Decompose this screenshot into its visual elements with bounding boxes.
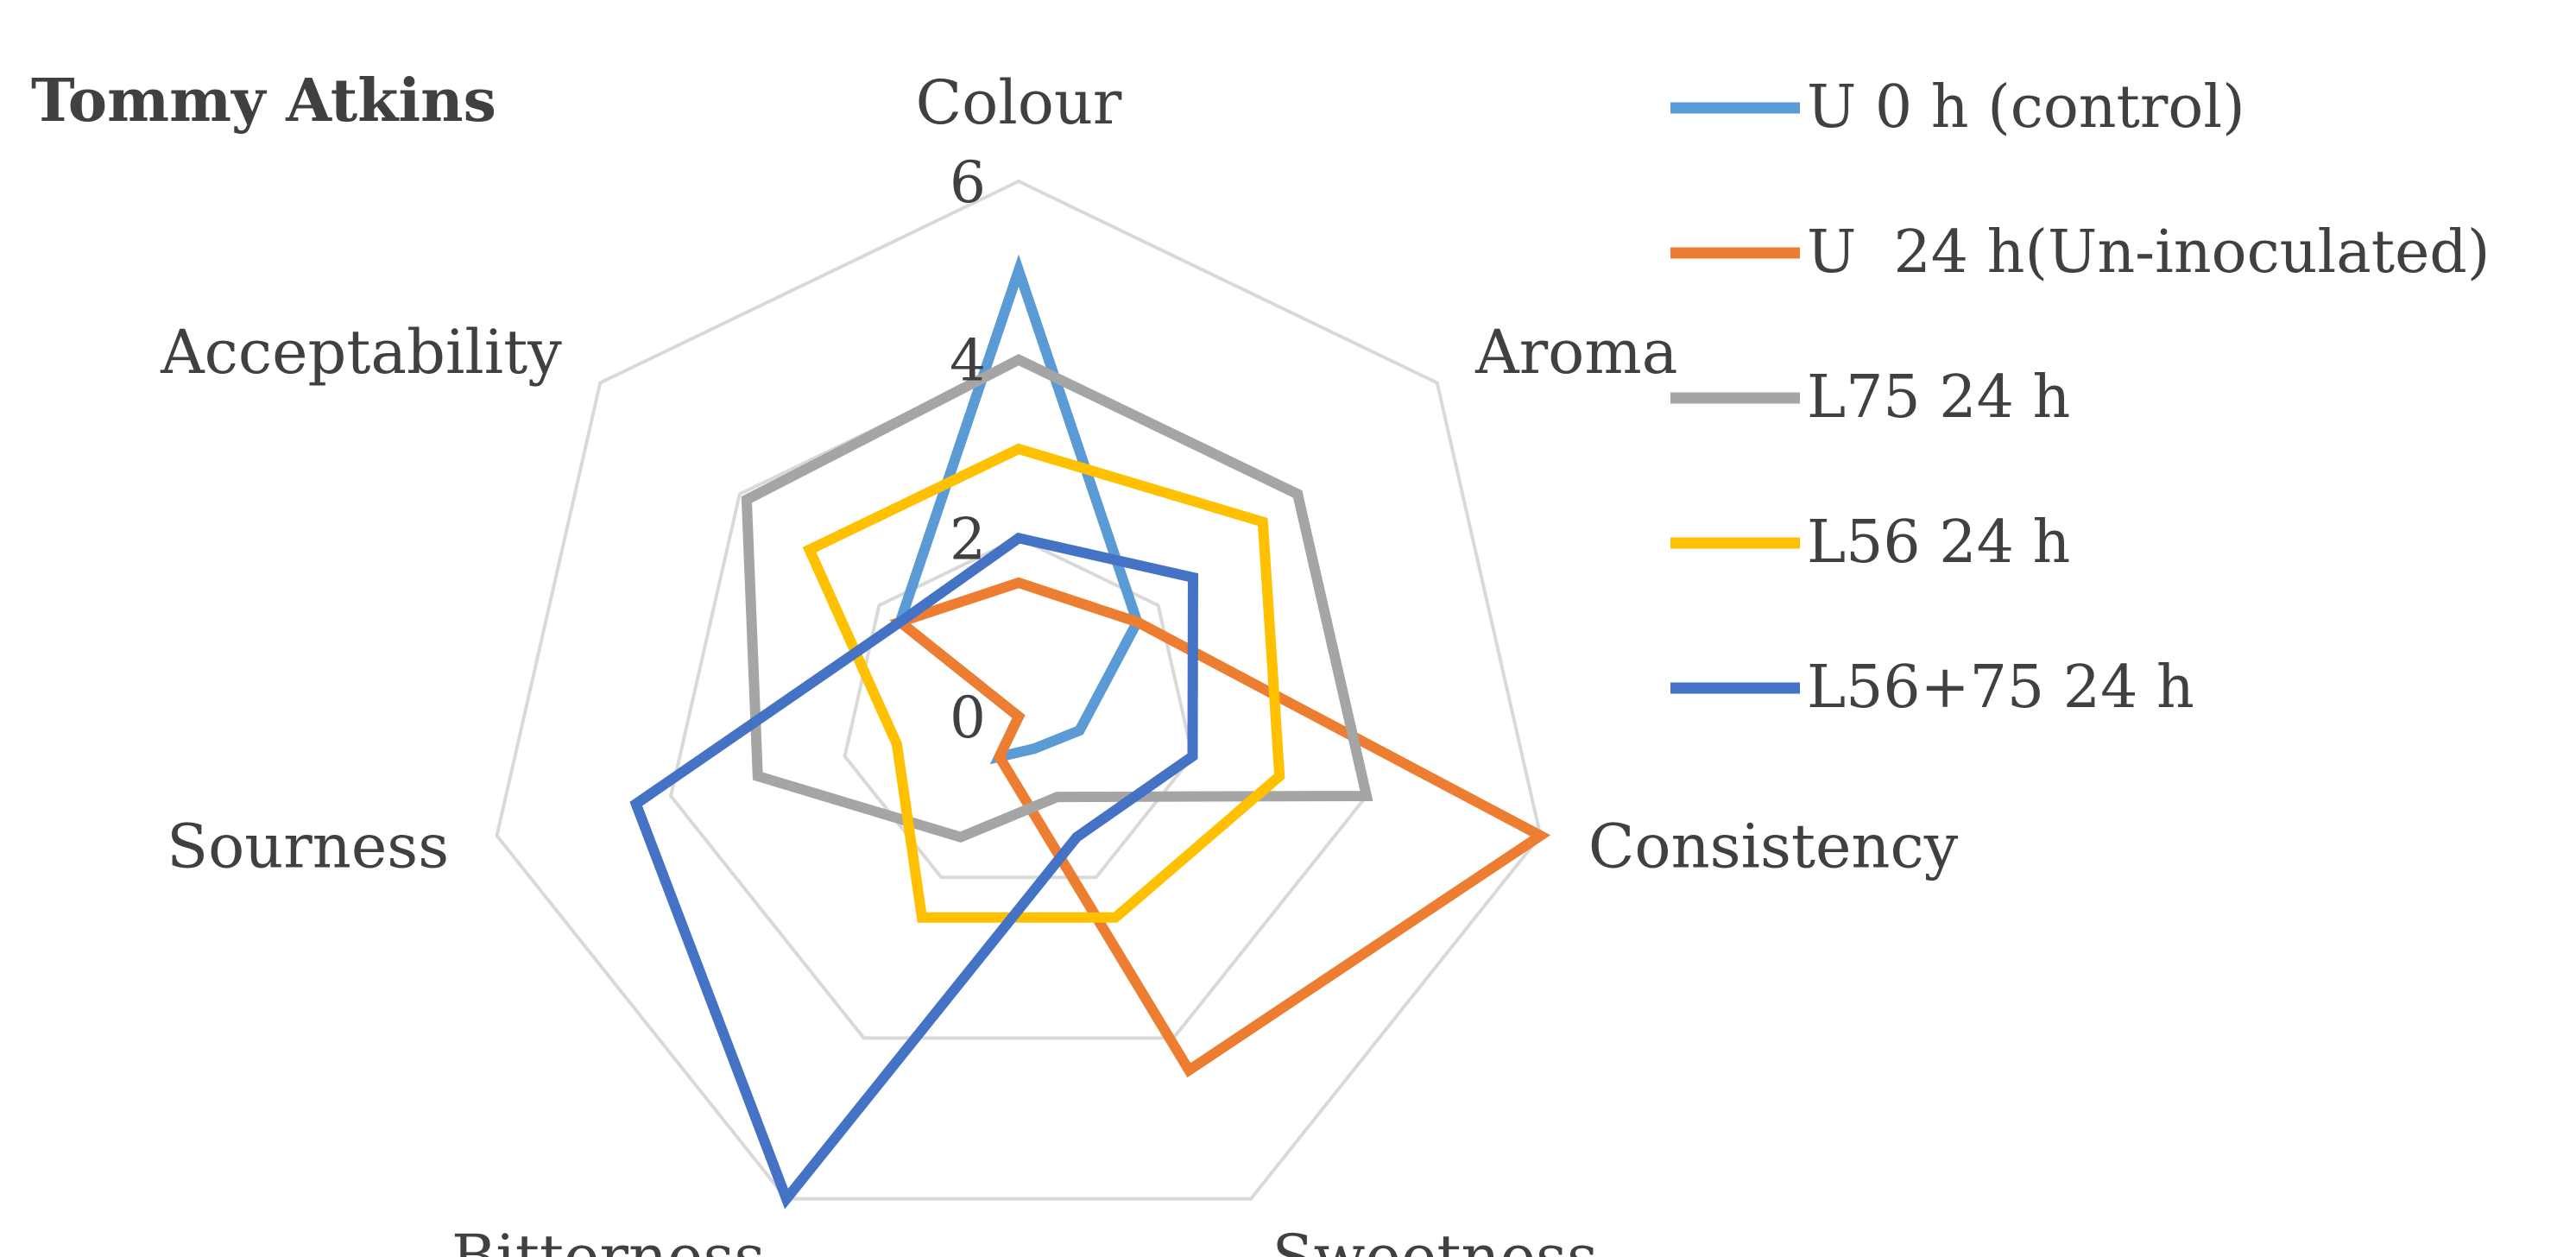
axis-label: Colour bbox=[916, 67, 1122, 138]
legend-label: U 0 h (control) bbox=[1807, 73, 2245, 142]
series-line-3 bbox=[741, 353, 1373, 843]
grid-ring-6 bbox=[495, 179, 1543, 1201]
axis-label: Bitterness bbox=[451, 1222, 765, 1257]
legend-label: U 24 h(Un-inoculated) bbox=[1807, 218, 2490, 287]
legend: U 0 h (control) U 24 h(Un-inoculated) L75 … bbox=[1670, 73, 2490, 722]
legend-label: L56+75 24 h bbox=[1807, 654, 2194, 722]
radial-tick-labels: 0 2 4 6 bbox=[950, 149, 986, 751]
grid-ring-2 bbox=[843, 536, 1195, 880]
axis-labels: Colour Aroma Consistency Sweetness Bitternes… bbox=[160, 67, 1959, 1257]
tick-label: 6 bbox=[950, 149, 986, 216]
axis-label: Aroma bbox=[1474, 317, 1677, 388]
series-line-4 bbox=[802, 443, 1285, 923]
tick-label: 2 bbox=[950, 506, 986, 572]
chart-title: Tommy Atkins bbox=[31, 66, 496, 136]
axis-label: Sweetness bbox=[1272, 1222, 1598, 1257]
tick-label: 0 bbox=[950, 685, 986, 751]
axis-label: Consistency bbox=[1588, 812, 1959, 882]
axis-label: Acceptability bbox=[160, 317, 562, 388]
legend-label: L56 24 h bbox=[1807, 508, 2070, 577]
axis-label: Sourness bbox=[167, 812, 449, 882]
grid-ring-4 bbox=[668, 357, 1369, 1040]
tick-label: 4 bbox=[950, 328, 986, 395]
radar-grid bbox=[495, 179, 1543, 1201]
legend-label: L75 24 h bbox=[1807, 363, 2070, 432]
series-line-1 bbox=[893, 254, 1143, 765]
series-group bbox=[629, 254, 1551, 1210]
series-line-5 bbox=[629, 532, 1198, 1210]
